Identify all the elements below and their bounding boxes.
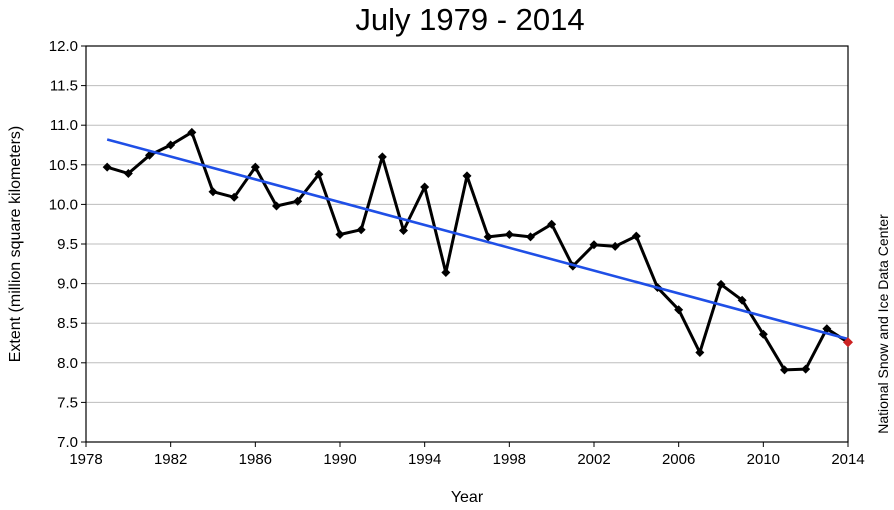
y-tick-label: 7.0 <box>57 434 78 451</box>
data-point <box>187 127 197 137</box>
data-point <box>293 196 303 206</box>
data-point <box>610 241 620 251</box>
x-tick-label: 2006 <box>662 451 695 468</box>
y-axis: 7.0 7.5 8.0 8.5 9.0 9.5 10.0 10.5 11.0 11.5 12.0 <box>49 38 86 451</box>
x-axis-title: Year <box>451 489 484 506</box>
data-point <box>335 229 345 239</box>
data-point <box>758 329 768 339</box>
data-point <box>356 225 366 235</box>
data-point <box>631 231 641 241</box>
y-tick-label: 10.0 <box>49 196 78 213</box>
data-point <box>526 232 535 242</box>
data-point <box>462 171 472 181</box>
data-point <box>229 192 239 202</box>
x-tick-label: 1998 <box>493 451 526 468</box>
data-point <box>737 295 747 305</box>
x-tick-label: 1978 <box>69 451 102 468</box>
chart-title: July 1979 - 2014 <box>355 2 584 37</box>
data-point <box>547 219 557 229</box>
y-tick-label: 12.0 <box>49 38 78 55</box>
x-tick-label: 2014 <box>831 451 864 468</box>
extent-line <box>106 130 849 372</box>
y-tick-label: 9.0 <box>57 276 78 293</box>
data-point <box>589 240 599 250</box>
x-tick-label: 1986 <box>239 451 272 468</box>
y-gridlines <box>86 45 848 443</box>
y-tick-label: 7.5 <box>57 394 78 411</box>
data-point <box>695 348 705 358</box>
x-tick-label: 1982 <box>154 451 187 468</box>
data-point <box>504 229 514 239</box>
data-point <box>420 182 430 192</box>
data-point <box>314 169 324 179</box>
x-tick-label: 2010 <box>747 451 780 468</box>
data-point <box>780 365 789 375</box>
highlight-marker <box>843 337 853 348</box>
y-tick-label: 8.5 <box>57 315 78 332</box>
data-point <box>441 268 451 278</box>
data-point <box>674 305 684 315</box>
data-point <box>123 169 133 179</box>
source-credit: National Snow and Ice Data Center <box>875 214 891 434</box>
y-axis-title: Extent (million square kilometers) <box>7 126 24 363</box>
data-point <box>250 162 260 172</box>
data-series <box>102 127 853 375</box>
x-tick-label: 1994 <box>408 451 441 468</box>
y-tick-label: 8.0 <box>57 355 78 372</box>
y-tick-label: 9.5 <box>57 236 78 253</box>
data-point <box>272 201 281 211</box>
y-tick-label: 11.0 <box>50 117 78 134</box>
data-point <box>208 187 218 197</box>
trend-line <box>106 138 849 341</box>
x-axis: 1978 1982 1986 1990 1994 1998 2002 2006 2010 2014 <box>69 442 865 468</box>
data-point <box>377 152 387 162</box>
data-point <box>801 364 811 374</box>
data-point <box>822 324 832 334</box>
x-tick-label: 1990 <box>323 451 356 468</box>
data-point <box>166 140 176 150</box>
data-point <box>145 150 154 160</box>
y-tick-label: 11.5 <box>50 78 78 95</box>
data-point <box>716 279 726 289</box>
data-point <box>483 232 493 242</box>
data-point <box>399 226 408 236</box>
x-tick-label: 2002 <box>577 451 610 468</box>
data-point <box>102 162 112 172</box>
y-tick-label: 10.5 <box>49 157 78 174</box>
